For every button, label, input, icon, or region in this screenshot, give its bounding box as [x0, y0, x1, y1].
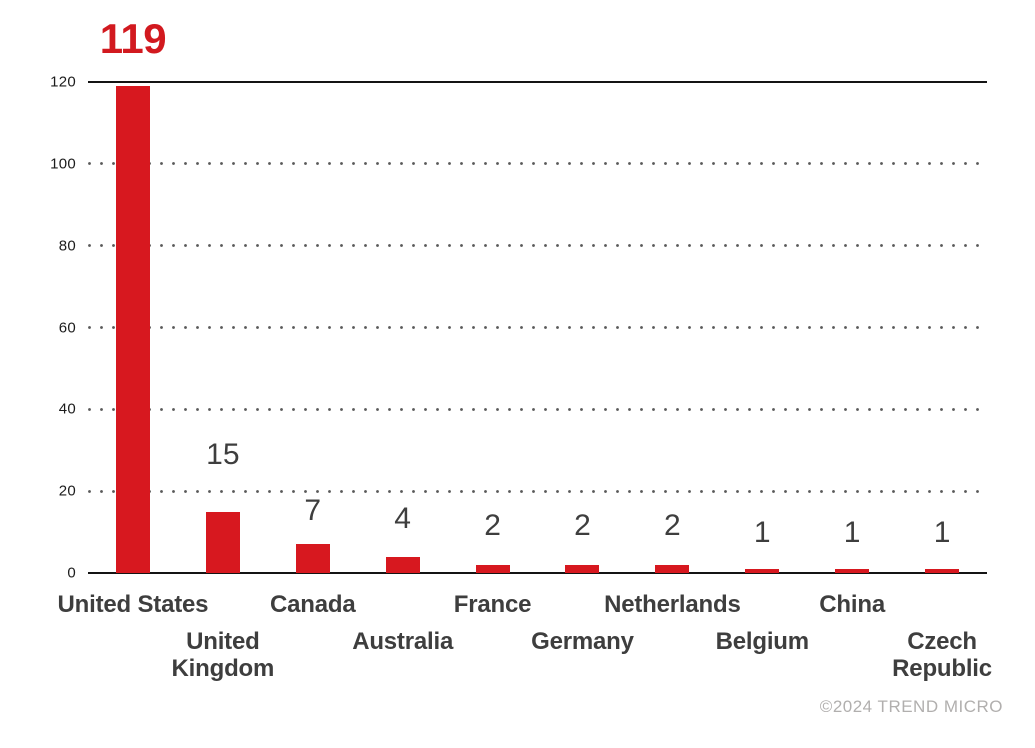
y-tick-label: 120 [50, 73, 76, 91]
category-label: China [819, 591, 885, 618]
category-label: France [453, 591, 532, 618]
bar-value-label: 1 [843, 515, 861, 549]
bar [925, 568, 960, 573]
bar [655, 564, 690, 573]
bar-value-label: 7 [304, 494, 322, 528]
gridline [88, 162, 987, 166]
bar [295, 544, 330, 573]
gridline [88, 326, 987, 329]
y-tick-label: 80 [58, 237, 76, 255]
category-label: Germany [531, 628, 634, 655]
bar [745, 568, 780, 573]
bar-value-label: 1 [933, 515, 951, 549]
y-tick-label: 60 [58, 319, 76, 336]
category-label: Australia [352, 628, 454, 655]
gridline [88, 244, 987, 248]
copyright-credit: ©2024 TREND MICRO [819, 697, 1003, 716]
y-tick-label: 100 [50, 155, 76, 173]
bar [385, 556, 420, 573]
bar-value-label: 2 [484, 508, 501, 542]
bar-value-label: 1 [753, 515, 771, 549]
y-tick-label: 40 [58, 400, 76, 418]
y-tick-label: 20 [58, 482, 76, 500]
category-label: Belgium [715, 628, 809, 655]
bar [565, 564, 600, 573]
category-label: Netherlands [604, 591, 741, 618]
category-label: United States [57, 591, 209, 618]
bar-value-label: 2 [574, 508, 591, 542]
category-label: Czech Republic [892, 628, 992, 682]
category-label: Canada [270, 591, 356, 618]
gridline [88, 407, 987, 411]
bar-value-label: 2 [664, 508, 681, 542]
bar [205, 511, 240, 573]
bar [475, 564, 510, 573]
bar-value-label: 4 [394, 501, 411, 535]
plot-area: 119 15 7 4 2 2 2 1 1 1 [88, 18, 987, 575]
y-tick-label: 0 [67, 564, 76, 582]
gridline [88, 489, 987, 493]
axis-top-line [88, 80, 987, 84]
bar [835, 568, 870, 573]
bar [115, 86, 150, 573]
bar-value-label: 15 [206, 437, 240, 471]
category-label: United Kingdom [171, 628, 275, 682]
bar-value-label: 119 [99, 15, 167, 63]
